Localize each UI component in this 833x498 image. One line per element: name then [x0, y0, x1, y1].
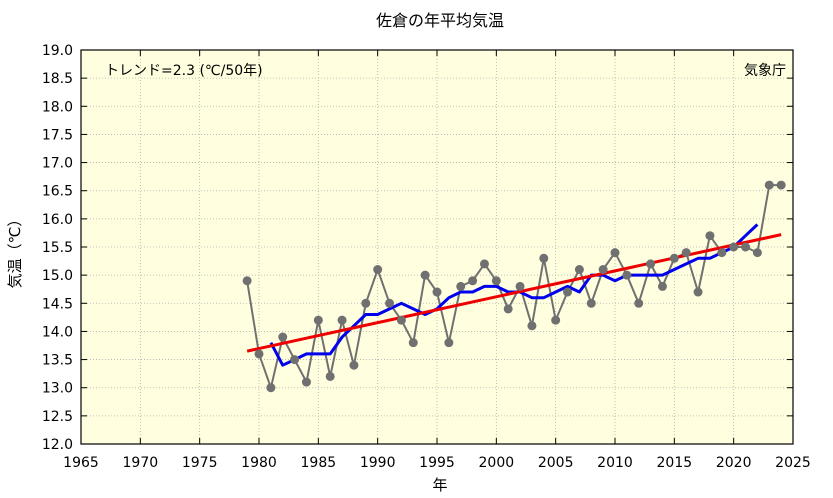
annual-data-point [349, 360, 359, 370]
x-tick-label: 1970 [123, 455, 159, 471]
plot-frame [80, 49, 794, 445]
annual-data-point [278, 332, 288, 342]
x-tick-label: 1980 [241, 455, 277, 471]
y-tick-label: 13.0 [42, 381, 73, 397]
annual-data-point [301, 377, 311, 387]
annual-data-point [622, 270, 632, 280]
y-tick-label: 19.0 [42, 43, 73, 59]
y-tick-label: 14.0 [42, 324, 73, 340]
x-tick-label: 1975 [182, 455, 218, 471]
annual-data-point [290, 355, 300, 365]
annual-data-point [468, 276, 478, 286]
annual-data-point [515, 281, 525, 291]
annual-data-point [681, 248, 691, 258]
annual-data-point [325, 371, 335, 381]
annual-data-point [693, 287, 703, 297]
annual-data-point [669, 253, 679, 263]
x-axis-label: 年 [432, 476, 447, 494]
trend-annotation: トレンド=2.3 (℃/50年) [105, 63, 263, 79]
source-annotation: 気象庁 [744, 63, 786, 79]
y-tick-label: 18.0 [42, 99, 73, 115]
x-tick-label: 2025 [775, 455, 811, 471]
annual-data-point [717, 248, 727, 258]
chart-title: 佐倉の年平均気温 [376, 11, 504, 30]
annual-data-point [491, 276, 501, 286]
annual-data-point [563, 287, 573, 297]
annual-data-point [741, 242, 751, 252]
annual-data-point [337, 315, 347, 325]
axes: 1965 1970 1975 1980 1985 1990 1995 2000 2005 2010… [42, 43, 811, 471]
y-tick-label: 13.5 [42, 353, 73, 369]
annual-data-point [657, 281, 667, 291]
annual-data-point [729, 242, 739, 252]
annual-data-point [373, 265, 383, 275]
x-tick-label: 2015 [657, 455, 693, 471]
annual-data-point [456, 281, 466, 291]
y-tick-label: 15.0 [42, 268, 73, 284]
y-tick-label: 12.5 [42, 409, 73, 425]
x-tick-label: 2010 [597, 455, 633, 471]
y-tick-label: 14.5 [42, 296, 73, 312]
x-tick-label: 2020 [716, 455, 752, 471]
x-tick-label: 2000 [479, 455, 515, 471]
annual-data-point [646, 259, 656, 269]
annual-data-point [586, 298, 596, 308]
x-tick-label: 1965 [63, 455, 99, 471]
annual-data-point [266, 383, 276, 393]
y-tick-label: 15.5 [42, 240, 73, 256]
annual-data-point [539, 253, 549, 263]
annual-data-point [385, 298, 395, 308]
annual-data-point [432, 287, 442, 297]
annual-data-point [313, 315, 323, 325]
plot-area [81, 50, 793, 444]
annual-data-point [479, 259, 489, 269]
y-tick-label: 12.0 [42, 437, 73, 453]
annual-data-point [610, 248, 620, 258]
x-tick-label: 1985 [301, 455, 337, 471]
annual-data-point [527, 321, 537, 331]
x-tick-label: 1995 [419, 455, 455, 471]
annual-data-point [764, 180, 774, 190]
y-tick-label: 17.0 [42, 156, 73, 172]
y-tick-label: 16.0 [42, 212, 73, 228]
annual-data-point [705, 231, 715, 241]
annual-data-point [551, 315, 561, 325]
annual-data-point [408, 338, 418, 348]
annual-series-line [246, 184, 782, 392]
annual-data-point [444, 338, 454, 348]
y-tick-label: 18.5 [42, 71, 73, 87]
annual-data-point [752, 248, 762, 258]
annual-data-point [420, 270, 430, 280]
series-layer [242, 180, 786, 393]
annual-data-point [574, 265, 584, 275]
x-tick-label: 1990 [360, 455, 396, 471]
trend-line [246, 233, 782, 353]
annual-data-point [776, 180, 786, 190]
annual-data-point [361, 298, 371, 308]
annual-data-point [503, 304, 513, 314]
annual-data-point [598, 265, 608, 275]
annual-data-point [242, 276, 252, 286]
y-tick-label: 17.5 [42, 127, 73, 143]
y-tick-label: 16.5 [42, 184, 73, 200]
y-axis-label: 気温（℃） [6, 212, 24, 289]
annual-data-point [396, 315, 406, 325]
x-tick-label: 2005 [538, 455, 574, 471]
annual-data-point [634, 298, 644, 308]
annual-data-point [254, 349, 264, 359]
